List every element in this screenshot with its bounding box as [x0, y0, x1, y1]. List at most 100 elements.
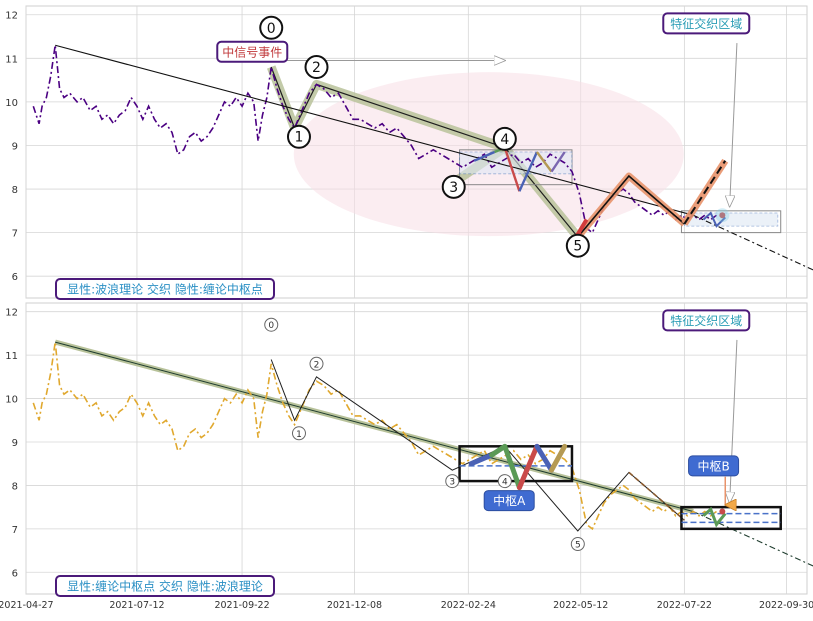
wave-label-circle — [570, 537, 585, 552]
footer-label-top-text: 显性:波浪理论 交织 隐性:缠论中枢点 — [67, 282, 263, 297]
wave-label-text: 4 — [500, 132, 509, 148]
pivot-inner-b — [683, 212, 779, 227]
pivot-inner-a — [459, 151, 573, 175]
wave-label-text: 4 — [502, 478, 508, 488]
xtick-label: 2021-09-22 — [214, 600, 269, 611]
cluster-segment-bottom — [702, 506, 727, 528]
wave-label-circle — [291, 426, 306, 441]
wave-label-text: 3 — [449, 180, 458, 196]
region-label-top: 特征交织区域 — [662, 12, 751, 35]
wave-label-circle — [304, 55, 329, 80]
wave-label-text: 5 — [575, 541, 581, 551]
region-label-bottom-box — [662, 309, 751, 332]
cluster-segment — [702, 211, 727, 228]
pivot-b-label: 中枢B — [688, 455, 740, 477]
wave-label-text: 2 — [312, 60, 321, 76]
wave-label-top: 0 — [259, 15, 284, 40]
price-series-bottom — [32, 341, 717, 531]
footer-label-bottom-text: 显性:缠论中枢点 交织 隐性:波浪理论 — [67, 579, 263, 594]
pivot-a-label-box — [483, 490, 535, 512]
top-ytick-label: 11 — [5, 54, 18, 65]
pivot-a-label-text: 中枢A — [493, 493, 526, 508]
wave-label-bottom: 1 — [291, 426, 306, 441]
pivot-segment-bottom — [489, 443, 508, 458]
wave-path-bottom-tail — [628, 471, 685, 521]
wave-label-text: 0 — [268, 321, 274, 331]
wave-label-text: 2 — [314, 360, 320, 370]
wave-label-bottom: 3 — [445, 474, 460, 489]
wave-label-bottom: 2 — [309, 356, 324, 371]
xtick-label: 2022-05-12 — [553, 600, 608, 611]
footer-label-top-box — [55, 278, 275, 300]
wave-label-text: 1 — [296, 430, 302, 440]
region-label-bottom-text: 特征交织区域 — [670, 313, 742, 328]
region-arrow-top — [730, 43, 738, 206]
footer-label-bottom: 显性:缠论中枢点 交织 隐性:波浪理论 — [55, 575, 275, 597]
bottom-ytick-label: 7 — [12, 525, 18, 536]
bottom-ytick-label: 8 — [12, 481, 18, 492]
event-label: 中信号事件 — [216, 40, 289, 63]
price-series-top — [32, 45, 717, 234]
pivot-segment — [518, 151, 539, 192]
pivot-segment-bottom — [468, 452, 495, 467]
wave-label-circle — [259, 15, 284, 40]
wave-label-text: 5 — [573, 239, 582, 255]
pivot-segment — [535, 151, 553, 173]
wave-label-circle — [286, 124, 311, 149]
bottom-ytick-label: 11 — [5, 351, 18, 362]
pivot-segment-bottom — [516, 443, 540, 491]
pivot-segment — [473, 150, 496, 162]
wave-label-bottom: 5 — [570, 537, 585, 552]
wave-label-circle — [565, 233, 590, 258]
event-label-box — [216, 40, 289, 63]
pivot-segment — [550, 151, 566, 173]
cluster-point — [719, 212, 726, 219]
cluster-point-bottom — [719, 508, 726, 515]
wave-label-circle — [441, 174, 466, 199]
bottom-ytick-label: 6 — [12, 568, 18, 579]
footer-label-bottom-box — [55, 575, 275, 597]
wave-label-top: 3 — [441, 174, 466, 199]
xtick-label: 2022-02-24 — [441, 600, 496, 611]
bottom-plot-area — [25, 302, 808, 595]
wave-label-circle — [309, 356, 324, 371]
pivot-b-label-box — [688, 455, 740, 477]
wave-label-circle — [445, 474, 460, 489]
cluster-glow — [715, 208, 730, 223]
wave-label-text: 3 — [449, 478, 455, 488]
bottom-ytick-label: 12 — [5, 308, 18, 319]
trend-line-projection — [692, 214, 813, 271]
wave-label-top: 1 — [286, 124, 311, 149]
pivot-segment-bottom — [502, 443, 522, 491]
top-ytick-label: 12 — [5, 11, 18, 22]
bottom-ytick-label: 9 — [12, 438, 18, 449]
xtick-label: 2021-12-08 — [327, 600, 382, 611]
xtick-label: 2021-04-27 — [0, 600, 54, 611]
pivot-segment-bottom — [534, 443, 555, 473]
pivot-segment-bottom — [549, 443, 568, 473]
region-label-top-box — [662, 12, 751, 35]
wave-label-circle — [497, 474, 512, 489]
bottom-ytick-label: 10 — [5, 395, 18, 406]
wave-label-circle — [264, 317, 279, 332]
projection-path — [577, 174, 685, 238]
wave-label-top: 4 — [492, 126, 517, 151]
region-label-bottom: 特征交织区域 — [662, 309, 751, 332]
pivot-a-label: 中枢A — [483, 490, 535, 512]
xtick-label: 2022-09-30 — [759, 600, 813, 611]
wave-label-circle — [492, 126, 517, 151]
wave-label-bottom: 4 — [497, 474, 512, 489]
region-label-top-text: 特征交织区域 — [670, 16, 742, 31]
top-ytick-label: 10 — [5, 98, 18, 109]
wave-label-text: 1 — [295, 130, 304, 146]
top-ytick-label: 8 — [12, 185, 18, 196]
top-ytick-label: 6 — [12, 272, 18, 283]
footer-label-top: 显性:波浪理论 交织 隐性:缠论中枢点 — [55, 278, 275, 300]
wave-label-text: 0 — [267, 21, 276, 37]
trend-projection-bottom — [692, 510, 813, 567]
event-label-text: 中信号事件 — [222, 44, 282, 59]
